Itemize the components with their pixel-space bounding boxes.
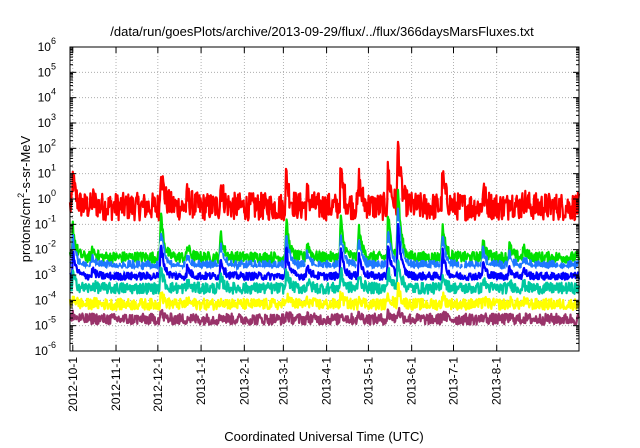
y-tick-label: 101 — [38, 163, 56, 181]
y-tick-label-exponent: 2 — [51, 137, 56, 147]
series-line-3 — [68, 221, 581, 275]
y-tick-label-base: 10 — [38, 91, 52, 105]
y-tick-label-base: 10 — [35, 243, 49, 257]
y-tick-label: 100 — [38, 188, 56, 206]
y-tick-label-base: 10 — [35, 217, 49, 231]
y-tick-label: 102 — [38, 137, 56, 155]
y-tick-label-base: 10 — [35, 293, 49, 307]
y-tick-label: 10-3 — [35, 264, 56, 282]
y-tick-label-base: 10 — [35, 268, 49, 282]
y-tick-label: 10-2 — [35, 239, 56, 257]
y-tick-label-exponent: -5 — [48, 315, 56, 325]
x-tick-label: 2013-1-1 — [194, 357, 208, 405]
y-tick-label-exponent: -4 — [48, 289, 56, 299]
y-tick-label: 103 — [38, 112, 56, 130]
x-tick-label: 2013-7-1 — [446, 357, 460, 405]
x-tick-label: 2013-4-1 — [320, 357, 334, 405]
y-tick-label: 105 — [38, 61, 56, 79]
y-axis-label-pre: protons/cm — [18, 198, 33, 262]
series-line-0 — [68, 140, 581, 222]
x-tick-label: 2013-2-1 — [237, 357, 251, 405]
y-tick-label: 10-1 — [35, 213, 56, 231]
y-tick-label-exponent: -1 — [48, 213, 56, 223]
x-axis-label: Coordinated Universal Time (UTC) — [224, 429, 423, 444]
y-tick-label-exponent: -2 — [48, 239, 56, 249]
x-axis: 2012-10-1 2012-11-1 2012-12-1 2013-1-1 2013-… — [66, 47, 504, 412]
y-tick-label-base: 10 — [35, 319, 49, 333]
y-tick-label-exponent: -6 — [48, 340, 56, 350]
x-tick-label: 2013-5-1 — [361, 357, 375, 405]
x-tick-label: 2013-3-1 — [276, 357, 290, 405]
y-tick-label-base: 10 — [38, 141, 52, 155]
y-tick-label: 10-4 — [35, 289, 56, 307]
x-tick-label: 2012-11-1 — [109, 357, 123, 411]
y-tick-label-exponent: -3 — [48, 264, 56, 274]
y-tick-label: 106 — [38, 36, 56, 54]
x-tick-label: 2012-12-1 — [151, 357, 165, 412]
y-tick-label: 104 — [38, 87, 56, 105]
y-tick-label-exponent: 3 — [51, 112, 56, 122]
x-tick-label: 2012-10-1 — [66, 357, 80, 412]
series-line-6 — [68, 281, 581, 311]
series-line-1 — [68, 188, 581, 264]
y-tick-label-exponent: 4 — [51, 87, 56, 97]
y-tick-label-base: 10 — [38, 167, 52, 181]
y-tick-label-base: 10 — [38, 65, 52, 79]
y-tick-label-base: 10 — [38, 192, 52, 206]
y-tick-label-exponent: 1 — [51, 163, 56, 173]
series-line-5 — [69, 259, 581, 295]
y-tick-label-base: 10 — [38, 40, 52, 54]
series-line-4 — [69, 222, 581, 282]
y-tick-label: 10-5 — [35, 315, 56, 333]
y-axis-label: protons/cm2-s-sr-MeV — [16, 135, 33, 262]
y-axis-label-sup: 2 — [16, 193, 26, 198]
y-tick-label-exponent: 6 — [51, 36, 56, 46]
chart-series — [68, 140, 581, 326]
y-tick-label-exponent: 0 — [51, 188, 56, 198]
y-axis: 10-610-510-410-310-210-11001011021031041… — [35, 36, 579, 358]
y-axis-label-post: -s-sr-MeV — [18, 135, 33, 192]
x-tick-label: 2013-6-1 — [405, 357, 419, 405]
y-tick-label-base: 10 — [35, 344, 49, 358]
y-tick-label-exponent: 5 — [51, 61, 56, 71]
y-tick-label: 10-6 — [35, 340, 56, 358]
series-line-7 — [69, 306, 581, 326]
x-tick-label: 2013-8-1 — [490, 357, 504, 405]
chart-title: /data/run/goesPlots/archive/2013-09-29/f… — [110, 24, 534, 39]
y-tick-label-base: 10 — [38, 116, 52, 130]
